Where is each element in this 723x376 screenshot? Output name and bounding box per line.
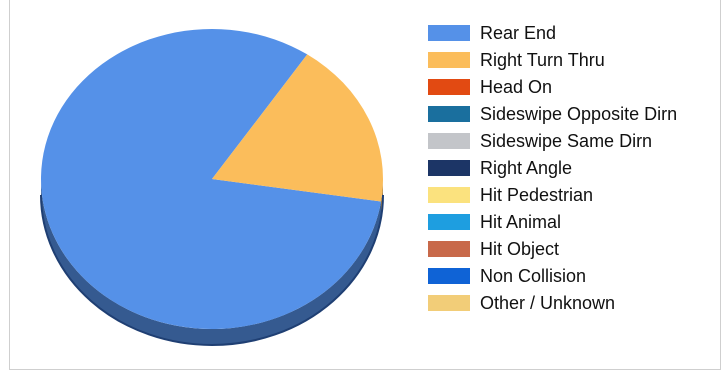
legend-item: Right Angle (428, 157, 718, 184)
legend-label: Hit Animal (480, 212, 562, 232)
legend-item: Hit Animal (428, 211, 718, 238)
legend-label: Sideswipe Same Dirn (480, 131, 653, 151)
legend-swatch (428, 268, 470, 284)
legend-label: Rear End (480, 23, 557, 43)
pie-slice-rear-end (41, 28, 382, 329)
legend-swatch (428, 106, 470, 122)
pie-slice-right-turn-thru (212, 54, 383, 202)
legend-swatch (428, 160, 470, 176)
legend-item: Rear End (428, 22, 718, 49)
legend-label: Hit Object (480, 239, 560, 259)
legend-label: Head On (480, 77, 553, 97)
legend-label: Right Turn Thru (480, 50, 605, 70)
legend-item: Head On (428, 76, 718, 103)
legend-label: Other / Unknown (480, 293, 616, 313)
legend-item: Hit Object (428, 238, 718, 265)
legend-label: Hit Pedestrian (480, 185, 594, 205)
pie-bottom-edge (40, 194, 384, 346)
legend-swatch (428, 295, 470, 311)
chart-legend: Rear End Right Turn Thru Head On Sideswipe … (428, 22, 718, 319)
legend-item: Right Turn Thru (428, 49, 718, 76)
legend-label: Sideswipe Opposite Dirn (480, 104, 678, 124)
legend-label: Non Collision (480, 266, 587, 286)
legend-item: Other / Unknown (428, 292, 718, 319)
legend-swatch (428, 79, 470, 95)
legend-item: Hit Pedestrian (428, 184, 718, 211)
legend-swatch (428, 133, 470, 149)
legend-swatch (428, 52, 470, 68)
legend-item: Sideswipe Opposite Dirn (428, 103, 718, 130)
legend-label: Right Angle (480, 158, 573, 178)
legend-item: Sideswipe Same Dirn (428, 130, 718, 157)
legend-item: Non Collision (428, 265, 718, 292)
legend-swatch (428, 241, 470, 257)
legend-swatch (428, 25, 470, 41)
legend-swatch (428, 187, 470, 203)
legend-swatch (428, 214, 470, 230)
